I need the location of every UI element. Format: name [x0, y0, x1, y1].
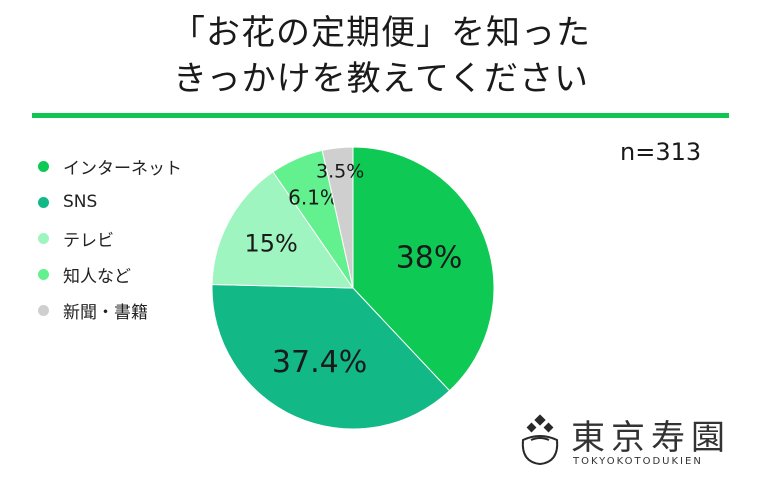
- legend-swatch: [38, 160, 49, 172]
- pie-slice: [211, 283, 451, 430]
- legend-item: 知人など: [38, 256, 182, 292]
- pie-slice-label: 15%: [244, 230, 297, 258]
- chart-title: 「お花の定期便」を知った きっかけを教えてください: [0, 10, 762, 102]
- chart-title-line-2: きっかけを教えてください: [173, 59, 589, 99]
- legend-swatch: [38, 232, 49, 244]
- company-logo: 東京寿園 TOKYOKOTODUKIEN: [515, 410, 740, 470]
- sample-size-label: n=313: [620, 138, 702, 166]
- logo-text-jp: 東京寿園: [571, 418, 731, 458]
- legend-item: SNS: [38, 184, 182, 220]
- legend: インターネット SNS テレビ知人など新聞・書籍: [38, 148, 182, 328]
- pie-slice: [321, 146, 354, 289]
- chart-title-line-1: 「お花の定期便」を知った: [171, 13, 591, 53]
- legend-label: テレビ: [63, 230, 114, 251]
- title-underline: [32, 113, 729, 118]
- pie-slice-label: 6.1%: [288, 186, 339, 210]
- legend-swatch: [38, 268, 49, 280]
- legend-label: インターネット: [63, 158, 182, 179]
- pie-slice-label: 38%: [396, 240, 463, 275]
- legend-item: テレビ: [38, 220, 182, 256]
- legend-label: 新聞・書籍: [63, 302, 148, 323]
- legend-item: インターネット: [38, 148, 182, 184]
- legend-item: 新聞・書籍: [38, 292, 182, 328]
- flower-basket-icon: [521, 414, 559, 466]
- legend-label: 知人など: [63, 266, 131, 287]
- pie-slice-label: 37.4%: [272, 345, 367, 380]
- pie-slice: [352, 146, 495, 392]
- legend-swatch: [38, 196, 49, 208]
- pie-slice-label: 3.5%: [316, 161, 364, 183]
- pie-slice: [211, 171, 354, 289]
- legend-swatch: [38, 304, 49, 316]
- logo-text-en: TOKYOKOTODUKIEN: [573, 456, 703, 467]
- legend-label: SNS: [63, 192, 98, 212]
